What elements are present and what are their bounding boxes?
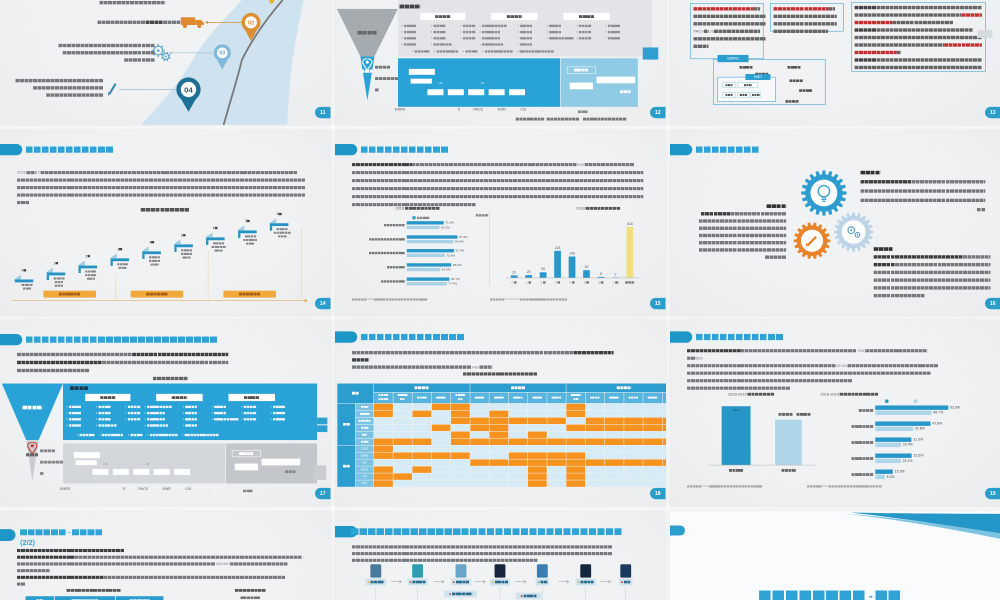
svg-text:02: 02 [248, 20, 254, 26]
svg-text:04: 04 [184, 85, 193, 94]
svg-text:03: 03 [219, 51, 225, 57]
